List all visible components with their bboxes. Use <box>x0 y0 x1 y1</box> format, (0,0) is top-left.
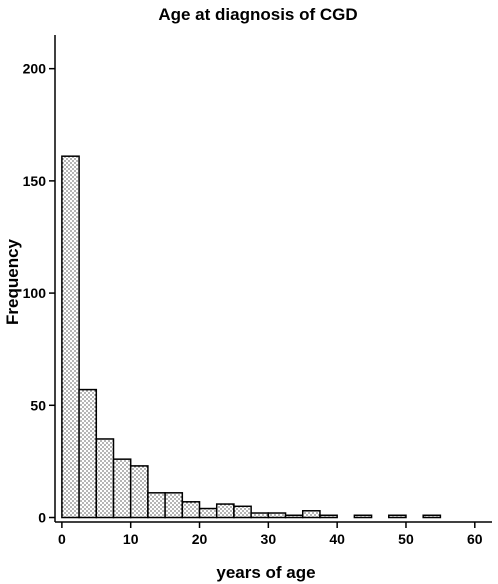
y-tick-label: 0 <box>38 510 46 526</box>
bar <box>147 492 166 519</box>
x-tick-label: 50 <box>398 531 414 547</box>
y-tick-label: 200 <box>23 61 47 77</box>
y-tick-label: 150 <box>23 173 47 189</box>
y-tick-label: 100 <box>23 285 47 301</box>
bar <box>78 388 98 519</box>
bar <box>250 512 270 519</box>
x-tick-label: 0 <box>58 531 66 547</box>
bar <box>353 514 373 519</box>
x-axis-label: years of age <box>216 563 315 582</box>
bar <box>129 465 149 519</box>
bar <box>198 507 218 519</box>
x-tick-label: 10 <box>123 531 139 547</box>
chart-title: Age at diagnosis of CGD <box>158 5 357 24</box>
bar <box>164 492 184 519</box>
bar <box>95 438 115 519</box>
bar <box>112 458 132 519</box>
bar <box>267 512 287 519</box>
x-tick-label: 60 <box>467 531 483 547</box>
y-axis-label: Frequency <box>3 238 22 325</box>
bar <box>422 514 442 519</box>
bar <box>61 155 80 519</box>
bar <box>284 514 304 519</box>
bar <box>215 503 235 519</box>
x-tick-label: 20 <box>192 531 208 547</box>
y-tick-label: 50 <box>30 397 46 413</box>
x-tick-label: 30 <box>261 531 277 547</box>
bar <box>301 510 321 519</box>
bar <box>233 505 252 519</box>
x-tick-label: 40 <box>329 531 345 547</box>
bar <box>319 514 338 519</box>
bar <box>181 501 201 519</box>
bar <box>388 514 407 519</box>
